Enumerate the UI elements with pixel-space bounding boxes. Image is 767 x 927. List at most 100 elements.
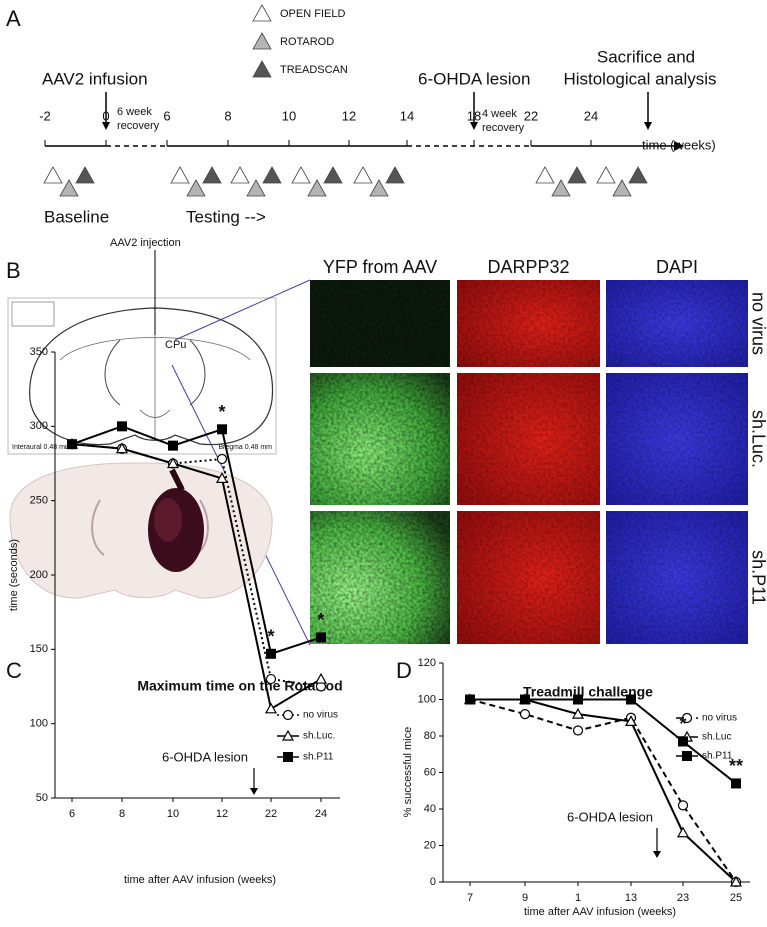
event-label: Sacrifice and	[597, 47, 695, 66]
event-label: 6-OHDA lesion	[567, 809, 653, 824]
tick-label: 18	[467, 108, 481, 123]
series-line	[470, 698, 737, 785]
tick-label: 14	[400, 108, 414, 123]
micrographs: YFP from AAV DARPP32 DAPI no virus sh.Luc. sh…	[310, 257, 767, 644]
charts: C Maximum time on the RotaRod time after A…	[6, 346, 750, 918]
marker	[168, 440, 178, 451]
timeline	[44, 140, 684, 151]
zoom-line	[174, 279, 311, 341]
marker	[265, 673, 277, 685]
texture	[457, 511, 600, 644]
marker	[572, 725, 584, 736]
y-tick-label: 80	[424, 730, 436, 742]
rotarod-marker	[246, 179, 266, 197]
significance: *	[679, 714, 686, 734]
arrow-head	[470, 122, 478, 130]
event-label: 6-OHDA lesion	[162, 749, 248, 764]
phase-label: Testing -->	[186, 207, 266, 226]
marker	[681, 712, 693, 724]
tick-label: 0	[102, 108, 109, 123]
note: 4 week	[482, 108, 517, 120]
marker	[573, 694, 583, 705]
x-tick-label: 8	[119, 808, 125, 820]
treadscan-marker	[385, 166, 405, 184]
chart-title: Maximum time on the RotaRod	[137, 678, 342, 694]
x-tick-label: 12	[216, 808, 228, 820]
panel-label: A	[6, 6, 21, 31]
chart-title: Treadmill challenge	[523, 684, 653, 700]
treadscan-marker	[75, 166, 95, 184]
x-tick-label: 25	[730, 892, 742, 904]
x-tick-label: 22	[265, 808, 277, 820]
y-axis-label: % successful mice	[402, 727, 414, 817]
legend-label: no virus	[702, 713, 737, 724]
marker	[217, 424, 227, 435]
region-label: CPu	[165, 339, 186, 351]
treadscan-marker	[262, 166, 282, 184]
atlas	[7, 297, 277, 455]
y-tick-label: 0	[430, 876, 436, 888]
marker	[682, 751, 692, 761]
marker	[465, 694, 475, 705]
rotarod-marker	[186, 179, 206, 197]
marker	[626, 694, 636, 705]
treadscan-marker	[202, 166, 222, 184]
panel-label: D	[396, 658, 412, 683]
open-field-marker	[43, 166, 63, 184]
tick-label: -2	[39, 108, 51, 123]
arrow-head	[644, 122, 652, 130]
marker	[316, 632, 326, 643]
legend-marker	[252, 4, 272, 22]
note: recovery	[117, 120, 160, 132]
legend-label: TREADSCAN	[280, 64, 348, 76]
x-tick-label: 24	[315, 808, 327, 820]
x-axis-label: time after AAV infusion (weeks)	[524, 906, 676, 918]
legend: OPEN FIELD ROTAROD TREADSCAN	[252, 4, 348, 78]
marker	[216, 453, 228, 465]
tick-label: 8	[224, 108, 231, 123]
note: recovery	[482, 122, 525, 134]
x-tick-label: 13	[625, 892, 637, 904]
marker	[166, 457, 180, 469]
significance: *	[267, 627, 274, 647]
legend-label: sh.Luc.	[303, 731, 335, 742]
row-label: sh.Luc.	[748, 410, 767, 468]
marker	[266, 648, 276, 659]
test-markers	[43, 166, 648, 197]
y-tick-label: 350	[30, 346, 48, 358]
treadscan-marker	[567, 166, 587, 184]
tick-label: 22	[524, 108, 538, 123]
phase-label: Baseline	[44, 207, 109, 226]
x-tick-label: 23	[677, 892, 689, 904]
arrow-head	[102, 122, 110, 130]
texture	[606, 373, 748, 505]
marker	[282, 709, 294, 721]
marker	[117, 421, 127, 432]
legend-marker	[252, 32, 272, 50]
y-tick-label: 120	[418, 657, 436, 669]
legend-label: sh.P11	[303, 752, 334, 763]
rotarod-marker	[307, 179, 327, 197]
panel-label: B	[6, 258, 21, 283]
x-tick-label: 10	[167, 808, 179, 820]
event-label: AAV2 infusion	[42, 69, 148, 88]
series-line	[469, 698, 737, 883]
x-tick-label: 9	[522, 892, 528, 904]
texture	[457, 373, 600, 505]
marker	[624, 715, 638, 727]
marker	[215, 472, 229, 483]
series-line	[71, 443, 322, 711]
x-tick-label: 1	[575, 892, 581, 904]
column-header: DAPI	[656, 257, 698, 277]
event-arrow-head	[653, 851, 661, 858]
legend-label: OPEN FIELD	[280, 8, 345, 20]
tick-label: 6	[163, 108, 170, 123]
axis-label: time (weeks)	[642, 137, 716, 152]
tick-label: 12	[342, 108, 356, 123]
event-arrow-head	[250, 788, 258, 795]
texture	[606, 280, 748, 367]
annotation: AAV2 injection	[110, 237, 181, 249]
y-tick-label: 20	[424, 839, 436, 851]
